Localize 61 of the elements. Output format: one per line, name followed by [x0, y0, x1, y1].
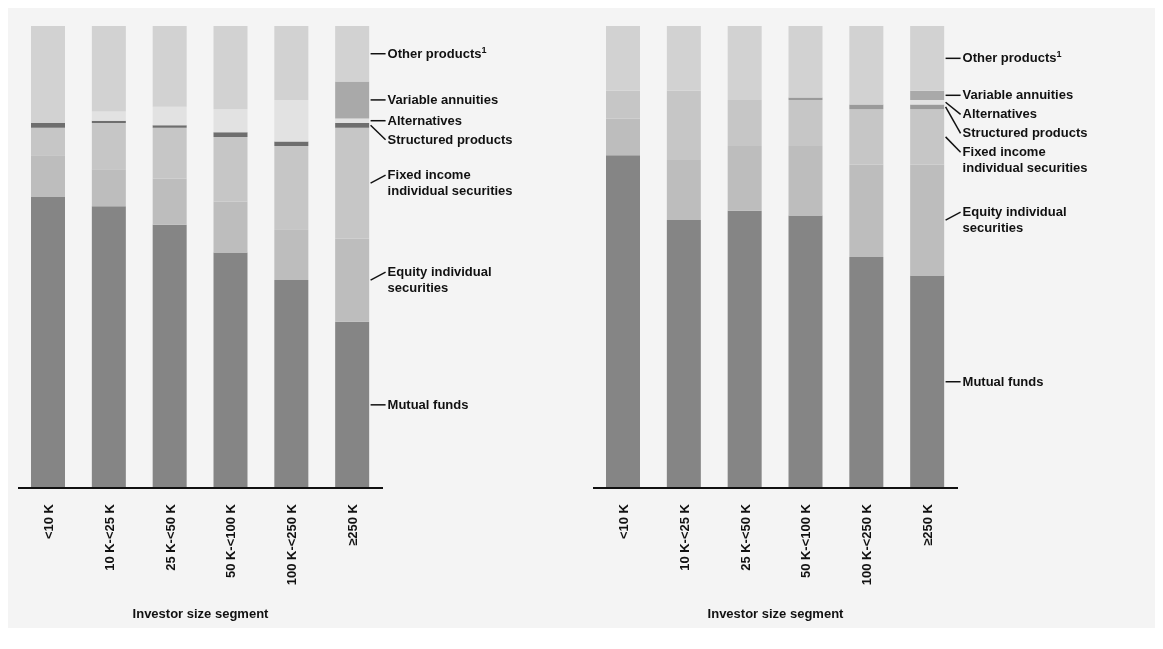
series-label: Structured products: [962, 125, 1088, 141]
bar: [91, 111, 126, 121]
series-label: Equity individual securities: [387, 264, 492, 296]
x-axis-title: Investor size segment: [707, 606, 845, 621]
bar: [335, 321, 370, 488]
bar: [910, 90, 945, 100]
bar: [91, 206, 126, 488]
bar: [213, 109, 248, 133]
bar: [335, 81, 370, 119]
bar: [606, 155, 640, 488]
x-tick-label: 10 K-<25 K: [101, 503, 117, 571]
series-label: Fixed income individual securities: [962, 144, 1088, 176]
series-label: Mutual funds: [387, 396, 469, 412]
x-tick-label: 25 K-<50 K: [737, 503, 753, 571]
bar: [335, 118, 370, 124]
series-label: Structured products: [387, 131, 513, 147]
bar: [152, 224, 187, 488]
series-label: Alternatives: [962, 106, 1038, 122]
x-tick-label: 100 K-<250 K: [284, 503, 300, 586]
bar: [91, 26, 126, 112]
bar: [910, 99, 945, 105]
bar: [152, 106, 187, 126]
x-tick-label: 50 K-<100 K: [223, 503, 239, 579]
series-label: Equity individual securities: [962, 204, 1067, 236]
bar: [666, 220, 701, 488]
bar: [910, 275, 945, 488]
x-tick-label: <10 K: [615, 503, 631, 540]
bar: [274, 99, 309, 142]
series-label: Mutual funds: [962, 373, 1044, 389]
bar: [727, 210, 762, 488]
bar: [274, 280, 309, 488]
bar: [849, 257, 884, 488]
x-tick-label: ≥250 K: [345, 503, 361, 546]
bar: [910, 26, 945, 91]
bar: [31, 26, 65, 124]
bar: [31, 196, 65, 488]
bar: [31, 123, 65, 128]
series-label: Other products$^{1}$: [387, 44, 487, 61]
series-label: Variable annuities: [387, 91, 499, 107]
x-tick-label: 25 K-<50 K: [162, 503, 178, 571]
bar: [788, 26, 823, 98]
x-tick-label: 100 K-<250 K: [859, 503, 875, 586]
bar: [152, 125, 187, 128]
bar: [788, 215, 823, 488]
bar: [213, 132, 248, 137]
x-tick-label: ≥250 K: [920, 503, 936, 546]
x-axis-title: Investor size segment: [132, 606, 270, 621]
bar: [335, 26, 370, 82]
x-tick-label: 10 K-<25 K: [676, 503, 692, 571]
x-tick-label: <10 K: [40, 503, 56, 540]
series-label: Fixed income individual securities: [387, 167, 513, 199]
x-tick-label: 50 K-<100 K: [798, 503, 814, 579]
series-label: Alternatives: [387, 112, 463, 128]
bar: [213, 252, 248, 488]
bar: [213, 26, 248, 110]
bar: [152, 26, 187, 107]
bar: [849, 26, 884, 105]
series-label: Other products$^{1}$: [962, 49, 1062, 66]
bar: [335, 123, 370, 128]
bar: [274, 26, 309, 100]
series-label: Variable annuities: [962, 87, 1074, 103]
